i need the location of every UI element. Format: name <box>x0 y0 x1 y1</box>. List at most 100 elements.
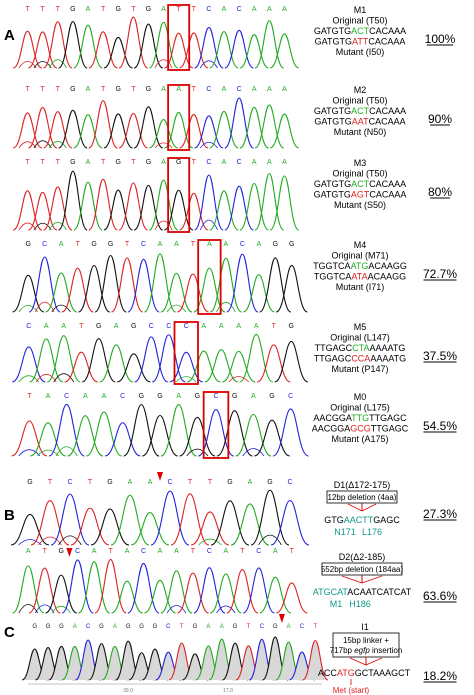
trace-minor <box>48 221 67 231</box>
wt-sequence: AACGGATTGTTGAGC <box>313 413 407 423</box>
trace-peak <box>194 26 224 69</box>
base-call: A <box>282 6 287 13</box>
trace-minor <box>18 141 37 149</box>
trace-minor <box>18 60 37 69</box>
trace-peak <box>224 97 254 149</box>
junction-sequence-d1: GTGAACTTGAGC <box>324 515 400 525</box>
base-call: G <box>26 241 31 248</box>
trace-peak <box>160 272 193 313</box>
mutation-name: M4 <box>354 240 367 250</box>
base-call: C <box>206 159 211 166</box>
deletion-name-d2: D2(Δ2-185) <box>339 552 386 562</box>
trace-peak <box>239 182 269 231</box>
base-call: A <box>125 548 130 555</box>
base-call: A <box>128 479 133 486</box>
connector-line <box>341 575 363 584</box>
base-call: G <box>153 624 158 630</box>
trace-peak <box>160 570 193 614</box>
trace-minor <box>55 446 78 457</box>
base-call: A <box>59 241 64 248</box>
base-call: T <box>247 624 251 630</box>
trace-peak <box>110 494 150 546</box>
base-call: A <box>224 548 229 555</box>
base-call: A <box>252 6 257 13</box>
base-call: G <box>233 624 238 630</box>
base-call: G <box>139 624 144 630</box>
trace-peak <box>28 567 61 614</box>
mutation-name: M1 <box>354 5 367 15</box>
trace-peak <box>10 513 50 546</box>
trace-minor <box>154 59 173 69</box>
trace-peak <box>118 182 149 231</box>
deletion-name-d1: D1(Δ172-175) <box>334 480 391 490</box>
mutant-sequence: GATGTGAGTCACAAA <box>314 190 407 200</box>
base-call: A <box>206 624 210 630</box>
trace-peak <box>272 408 309 457</box>
base-call: A <box>148 479 153 486</box>
mutation-name: M5 <box>354 322 367 332</box>
base-call: A <box>176 86 181 93</box>
base-call: G <box>96 323 101 330</box>
base-call: G <box>146 159 151 166</box>
trace-peak <box>45 272 78 313</box>
base-call: C <box>141 241 146 248</box>
original-residue: Original (T50) <box>332 96 387 106</box>
trace-peak <box>111 257 143 313</box>
insertion-name: I1 <box>361 622 369 632</box>
base-call: C <box>206 86 211 93</box>
base-call: C <box>42 241 47 248</box>
base-call: T <box>25 6 30 13</box>
editing-percentage: 63.6% <box>423 589 457 603</box>
base-call: C <box>166 624 171 630</box>
base-call: C <box>240 241 245 248</box>
base-call: T <box>48 479 53 486</box>
trace-peak <box>86 411 122 457</box>
trace-peak <box>216 410 253 457</box>
base-call: G <box>146 86 151 93</box>
base-call: G <box>269 393 274 400</box>
trace-peak <box>130 512 170 546</box>
mutant-residue: Mutant (I50) <box>336 47 385 57</box>
panel-label-a: A <box>4 27 15 44</box>
base-call: G <box>70 6 75 13</box>
base-call: A <box>92 548 97 555</box>
trace-peak <box>43 21 73 69</box>
junction-sequence-i1: ACCATGGCTAAAGCT <box>318 668 411 678</box>
trace-minor <box>33 222 52 231</box>
base-call: A <box>267 86 272 93</box>
base-call: A <box>256 241 261 248</box>
trace-peak <box>133 184 164 231</box>
mutation-highlight-box <box>202 391 230 459</box>
base-call: A <box>222 86 227 93</box>
mutation-highlight-box <box>167 157 191 233</box>
trace-peak <box>43 111 73 149</box>
trace-peak <box>133 106 164 149</box>
connector-line <box>361 575 383 584</box>
trace-minor <box>51 605 71 614</box>
base-call: T <box>56 159 61 166</box>
trace-peak <box>226 568 259 614</box>
trace-peak <box>177 572 209 614</box>
connector-line <box>365 657 383 666</box>
mutation-highlight-box <box>197 239 222 315</box>
base-call: T <box>41 6 46 13</box>
trace-peak <box>270 499 310 546</box>
base-call: A <box>220 624 224 630</box>
trace-peak <box>151 334 186 383</box>
residue-left-d1: N171 <box>334 527 356 537</box>
trace-peak <box>127 562 160 614</box>
mutant-sequence: AACGGAGCGTTGAGC <box>312 424 409 434</box>
base-call: T <box>191 241 196 248</box>
trace-peak <box>170 493 210 546</box>
base-call: C <box>288 393 293 400</box>
base-call: A <box>251 393 256 400</box>
trace-minor <box>186 448 209 457</box>
base-call: T <box>125 241 130 248</box>
trace-peak <box>274 340 309 383</box>
base-call: A <box>254 323 259 330</box>
